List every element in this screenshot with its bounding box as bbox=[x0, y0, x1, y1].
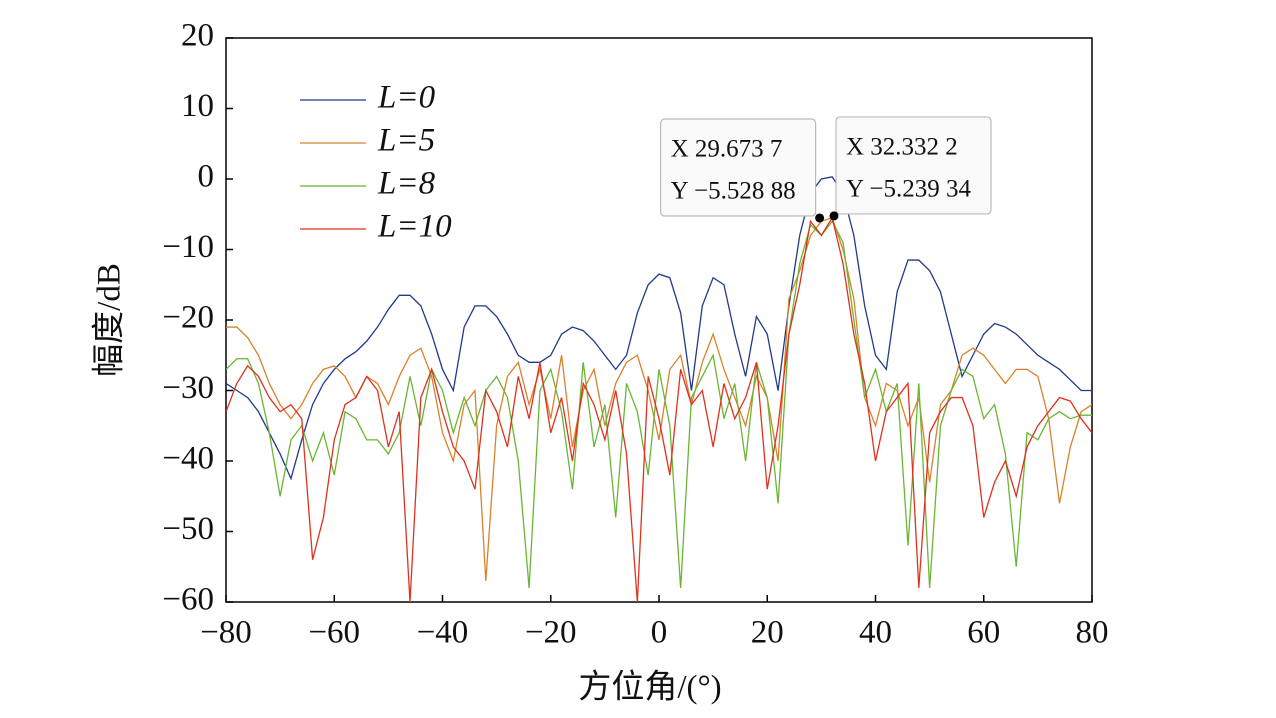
x-axis-title: 方位角/(°) bbox=[578, 669, 721, 706]
datatip-x: X 32.332 2 bbox=[846, 134, 958, 161]
series-line bbox=[226, 216, 1092, 581]
datatip-box bbox=[660, 118, 817, 217]
legend-label: L=5 bbox=[377, 123, 435, 159]
y-axis-title: 幅度/dB bbox=[91, 263, 128, 377]
y-tick-label: −20 bbox=[162, 300, 214, 336]
legend-label: L=0 bbox=[377, 80, 436, 116]
y-tick-label: −50 bbox=[162, 511, 214, 547]
x-tick-label: −20 bbox=[525, 615, 577, 651]
x-tick-label: −80 bbox=[200, 615, 252, 651]
y-tick-label: −60 bbox=[162, 582, 214, 618]
x-tick-label: −40 bbox=[417, 615, 469, 651]
x-tick-label: 60 bbox=[967, 615, 1000, 651]
x-tick-label: 20 bbox=[751, 615, 784, 651]
x-tick-label: −60 bbox=[308, 615, 360, 651]
y-tick-label: 20 bbox=[181, 18, 214, 54]
x-tick-label: 40 bbox=[859, 615, 892, 651]
legend-label: L=10 bbox=[377, 209, 452, 245]
datatip-box bbox=[835, 116, 992, 215]
x-tick-label: 80 bbox=[1076, 615, 1109, 651]
y-tick-label: −30 bbox=[162, 370, 214, 406]
datatip-y: Y −5.239 34 bbox=[846, 176, 971, 203]
datatip-point bbox=[829, 211, 839, 221]
legend-label: L=8 bbox=[377, 166, 436, 202]
y-tick-label: −10 bbox=[162, 229, 214, 265]
series-line bbox=[226, 220, 1092, 588]
series-line bbox=[226, 216, 1092, 602]
lines bbox=[226, 176, 1092, 602]
datatip-point bbox=[815, 213, 825, 223]
y-tick-label: 10 bbox=[181, 88, 214, 124]
datatip-y: Y −5.528 88 bbox=[671, 178, 796, 205]
datatip-x: X 29.673 7 bbox=[671, 136, 783, 163]
series-line bbox=[226, 176, 1092, 481]
y-tick-label: −40 bbox=[162, 441, 214, 477]
x-tick-label: 0 bbox=[651, 615, 668, 651]
y-tick-label: 0 bbox=[198, 159, 215, 195]
